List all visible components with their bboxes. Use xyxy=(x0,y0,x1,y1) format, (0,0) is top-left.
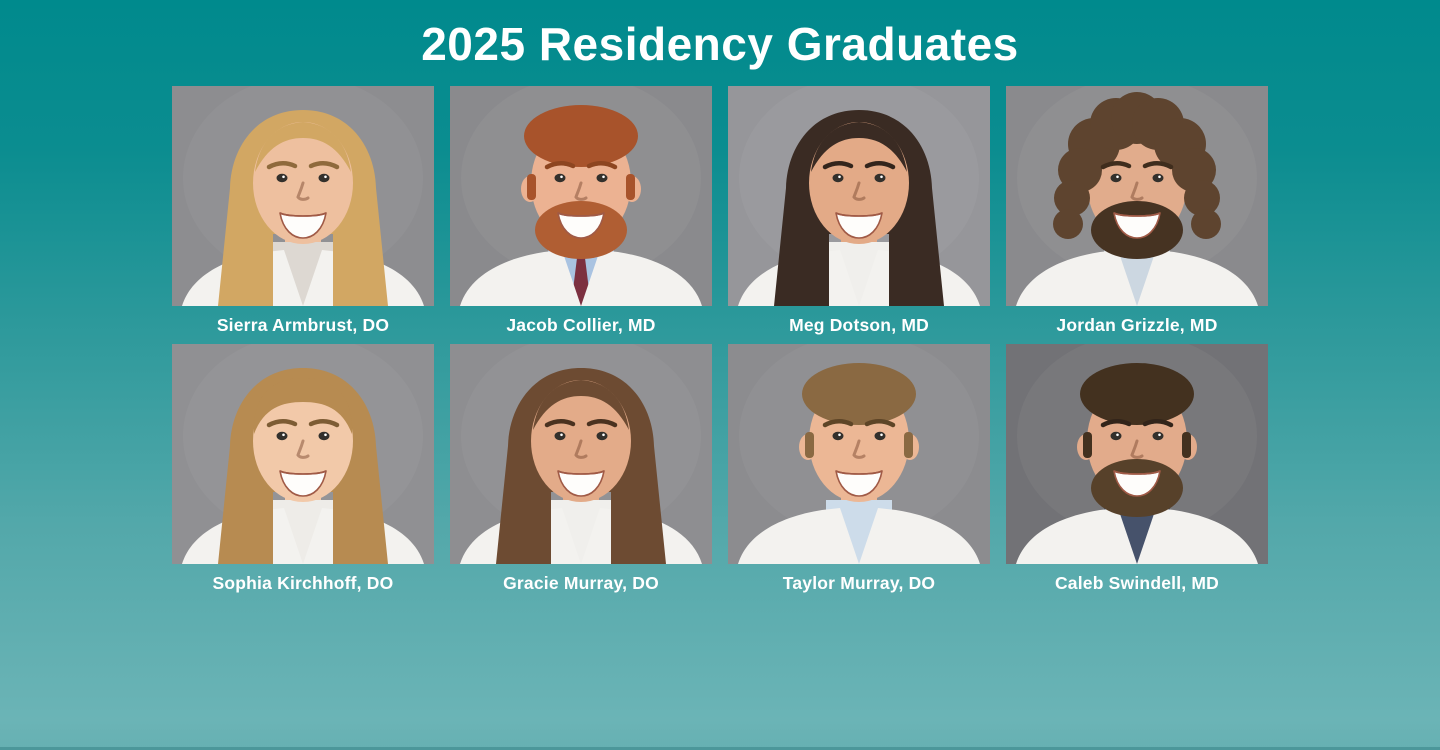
graduate-name: Jacob Collier, MD xyxy=(506,315,656,335)
graduate-name: Caleb Swindell, MD xyxy=(1054,573,1220,593)
bottom-edge-divider xyxy=(0,747,1440,750)
graduate-name: Meg Dotson, MD xyxy=(789,315,929,335)
graduate-name: Sierra Armbrust, DO xyxy=(216,315,390,335)
portrait-photo xyxy=(172,86,434,306)
portrait-photo xyxy=(1006,86,1268,306)
graduate-name: Jordan Grizzle, MD xyxy=(1056,315,1218,335)
card-jordan-grizzle: Jordan Grizzle, MD xyxy=(1006,86,1268,344)
portrait-photo xyxy=(728,86,990,306)
graduates-grid: Sierra Armbrust, DO Jacob Collier, MD Me… xyxy=(172,86,1268,602)
portrait-photo xyxy=(450,86,712,306)
portrait-photo xyxy=(1006,344,1268,564)
card-caleb-swindell: Caleb Swindell, MD xyxy=(1006,344,1268,602)
card-sophia-kirchhoff: Sophia Kirchhoff, DO xyxy=(172,344,434,602)
graduate-name: Sophia Kirchhoff, DO xyxy=(212,573,394,593)
portrait-photo xyxy=(172,344,434,564)
graduate-name: Gracie Murray, DO xyxy=(503,573,659,593)
portrait-photo xyxy=(728,344,990,564)
card-sierra-armbrust: Sierra Armbrust, DO xyxy=(172,86,434,344)
card-taylor-murray: Taylor Murray, DO xyxy=(728,344,990,602)
page-title: 2025 Residency Graduates xyxy=(421,18,1019,70)
graduate-name: Taylor Murray, DO xyxy=(782,573,936,593)
portrait-photo xyxy=(450,344,712,564)
card-meg-dotson: Meg Dotson, MD xyxy=(728,86,990,344)
card-jacob-collier: Jacob Collier, MD xyxy=(450,86,712,344)
card-gracie-murray: Gracie Murray, DO xyxy=(450,344,712,602)
